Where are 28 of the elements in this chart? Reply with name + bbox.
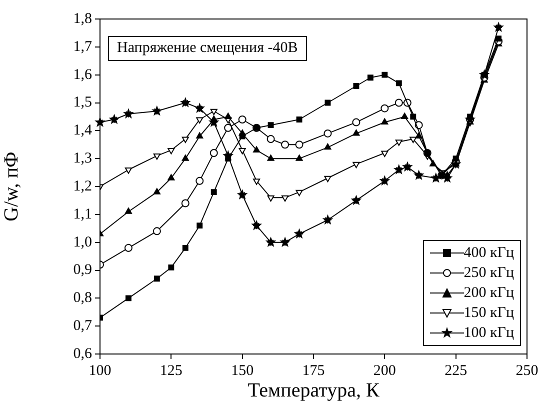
y-tick-label: 1,5	[73, 94, 92, 111]
y-tick-label: 0,9	[73, 262, 92, 278]
x-tick-label: 150	[231, 362, 254, 379]
x-tick-label: 125	[160, 362, 182, 379]
legend-label: 250 кГц	[464, 264, 514, 282]
y-tick-label: 0,8	[73, 290, 92, 306]
x-tick-label: 175	[302, 362, 325, 379]
y-tick-label: 1,3	[73, 150, 92, 167]
legend-label: 200 кГц	[464, 284, 514, 302]
annotation: Напряжение смещения -40В	[108, 36, 307, 61]
y-tick-label: 1,2	[73, 178, 92, 194]
y-tick-label: 1,0	[73, 234, 92, 250]
x-tick-label: 100	[88, 362, 112, 379]
y-tick-label: 1,7	[73, 38, 92, 55]
x-axis-title: Температура, К	[248, 379, 380, 402]
x-tick-label: 200	[373, 362, 396, 379]
y-tick-label: 0,7	[73, 318, 92, 334]
legend-label: 150 кГц	[464, 304, 514, 322]
legend-label: 400 кГц	[464, 244, 514, 262]
y-tick-label: 1,4	[73, 122, 92, 139]
x-tick-label: 225	[444, 362, 468, 379]
y-tick-label: 1,1	[73, 206, 92, 222]
legend-label: 100 кГц	[464, 324, 514, 342]
y-axis-title: G/w, пФ	[0, 152, 22, 222]
y-tick-label: 1,8	[73, 10, 92, 27]
y-tick-label: 1,6	[73, 66, 92, 83]
y-tick-label: 0,6	[73, 346, 92, 362]
x-tick-label: 250	[516, 362, 538, 379]
